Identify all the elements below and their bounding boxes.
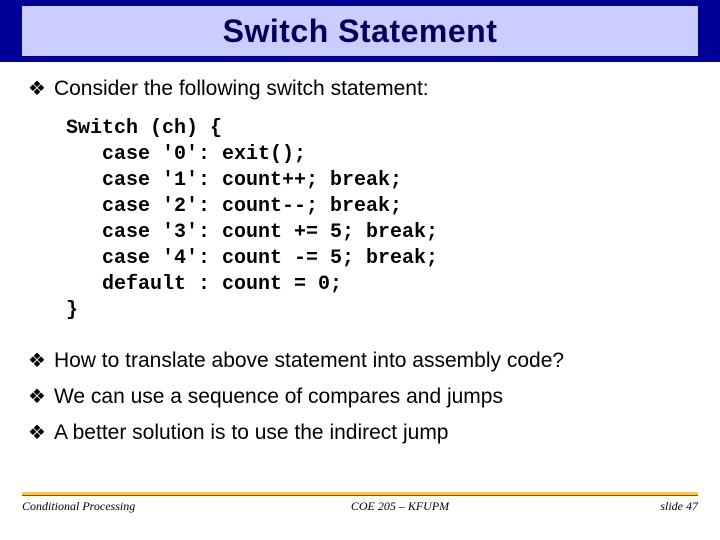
bullet-text: A better solution is to use the indirect… [54, 420, 449, 446]
diamond-bullet-icon: ❖ [28, 76, 46, 102]
code-line: case '0': exit(); [66, 142, 692, 168]
code-line: case '2': count--; break; [66, 194, 692, 220]
title-inner: Switch Statement [22, 6, 698, 56]
code-block: Switch (ch) { case '0': exit(); case '1'… [66, 116, 692, 324]
code-line: } [66, 298, 692, 324]
footer-divider [22, 492, 698, 495]
footer-center: COE 205 – KFUPM [222, 499, 578, 514]
diamond-bullet-icon: ❖ [28, 348, 46, 374]
slide: Switch Statement ❖ Consider the followin… [0, 0, 720, 540]
footer-line: Conditional Processing COE 205 – KFUPM s… [22, 499, 698, 514]
code-line: case '4': count -= 5; break; [66, 246, 692, 272]
code-line: Switch (ch) { [66, 116, 692, 142]
diamond-bullet-icon: ❖ [28, 420, 46, 446]
footer-bar-red [22, 495, 698, 496]
title-band: Switch Statement [0, 0, 720, 62]
code-line: case '1': count++; break; [66, 168, 692, 194]
slide-title: Switch Statement [223, 13, 498, 50]
content-area: ❖ Consider the following switch statemen… [28, 76, 692, 456]
bullet-text: How to translate above statement into as… [54, 348, 564, 374]
bullet-item: ❖ Consider the following switch statemen… [28, 76, 692, 102]
bullet-text: Consider the following switch statement: [54, 76, 429, 102]
footer-left: Conditional Processing [22, 499, 222, 514]
bullet-item: ❖ How to translate above statement into … [28, 348, 692, 374]
bullet-item: ❖ A better solution is to use the indire… [28, 420, 692, 446]
bullet-text: We can use a sequence of compares and ju… [54, 384, 503, 410]
code-line: default : count = 0; [66, 272, 692, 298]
footer: Conditional Processing COE 205 – KFUPM s… [0, 492, 720, 522]
bullet-item: ❖ We can use a sequence of compares and … [28, 384, 692, 410]
code-line: case '3': count += 5; break; [66, 220, 692, 246]
diamond-bullet-icon: ❖ [28, 384, 46, 410]
footer-right: slide 47 [578, 499, 698, 514]
